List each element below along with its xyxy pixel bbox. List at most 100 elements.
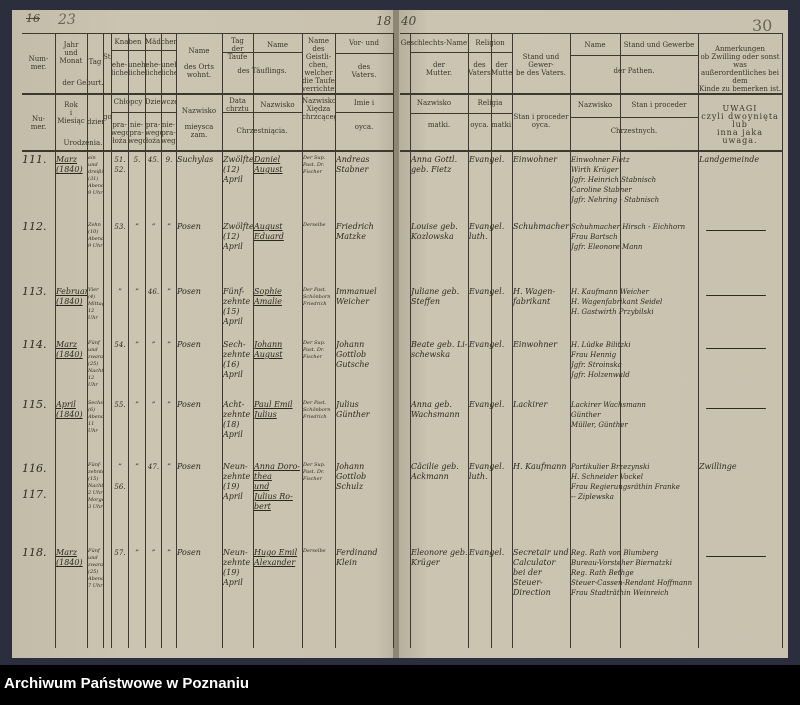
row-2-godparents: H. Kaufmann Weicher H. Wagenfabrikant Se… bbox=[571, 288, 663, 316]
remark-dash bbox=[706, 348, 766, 349]
row-4-bapt: Acht- zehnte (18) April bbox=[223, 400, 251, 439]
row-6-nr: 118. bbox=[22, 548, 47, 558]
column-rule bbox=[570, 33, 571, 648]
register-page-right bbox=[397, 10, 788, 658]
row-0-b1: 51. 52. bbox=[114, 156, 126, 174]
header-pl-father_top: Imie i bbox=[353, 99, 375, 107]
header-pl-girls: Dziewczęta bbox=[145, 98, 176, 106]
row-2-father: Immanuel Weicher bbox=[336, 287, 377, 306]
archive-footer: Archiwum Państwowe w Poznaniu bbox=[0, 665, 800, 705]
row-4-place: Posen bbox=[177, 400, 201, 409]
header-de-place: Name des Orts wohnt. bbox=[184, 47, 214, 79]
header-de-hour: Stunde bbox=[103, 53, 111, 61]
subheader-rule bbox=[222, 112, 302, 113]
row-5-remarks: Zwillinge bbox=[699, 462, 737, 471]
row-5-mother: Cäcilie geb. Ackmann bbox=[411, 462, 459, 481]
header-pl-child: Chrzestniącia. bbox=[236, 127, 288, 135]
row-1-mother: Louise geb. Kozlowska bbox=[411, 222, 458, 241]
header-pl-gp_status: Stan i proceder bbox=[631, 101, 687, 109]
row-1-religion: Evangel. luth. bbox=[469, 222, 505, 241]
row-4-g1: ” bbox=[151, 401, 156, 409]
row-3-godparents: H. Lüdke Bilitzki Frau Hennig Jgfr. Stro… bbox=[571, 341, 631, 379]
row-2-occupation: H. Wagen- fabrikant bbox=[513, 287, 556, 306]
row-2-b2: ” bbox=[135, 288, 139, 296]
subheader-rule bbox=[335, 112, 393, 113]
row-4-clergy: Der Past. Schönborn Friedrich bbox=[303, 400, 331, 420]
header-pl-father: oyca. bbox=[354, 123, 374, 131]
row-6-clergy: Derselbe bbox=[303, 548, 326, 554]
row-4-nr: 115. bbox=[22, 400, 47, 410]
header-de-godparents: der Pathen. bbox=[613, 67, 655, 75]
header-pl-occupation: Stan i proceder oyca. bbox=[513, 113, 569, 129]
column-rule bbox=[145, 33, 146, 648]
header-de-father: des Vaters. bbox=[351, 63, 377, 79]
row-1-day: Zehn (10) Abends 9 Uhr bbox=[88, 222, 103, 249]
row-4-day: Sechs (6) Abends 11 Uhr bbox=[88, 400, 103, 434]
row-5-place: Posen bbox=[177, 462, 201, 471]
header-de-legit: ehe- liche bbox=[111, 61, 128, 77]
row-4-occupation: Lackirer bbox=[513, 400, 548, 409]
header-de-illegit: unehe- liche bbox=[161, 61, 176, 77]
row-4-b1: 55. bbox=[114, 401, 126, 409]
header-de-father_top: Vor- und bbox=[348, 39, 380, 47]
header-de-gp_status: Stand und Gewerbe bbox=[623, 41, 695, 49]
row-5-godparents: Partikulier Brzezynski H. Schneider Vock… bbox=[571, 463, 680, 501]
column-rule bbox=[55, 33, 56, 648]
header-pl-legit: pra- wego łoża bbox=[111, 121, 128, 145]
column-rule bbox=[410, 33, 411, 648]
row-5-g1: 47. bbox=[147, 463, 160, 471]
row-0-month: Marz (1840) bbox=[56, 155, 83, 174]
row-1-g1: ” bbox=[151, 223, 156, 231]
column-rule bbox=[393, 33, 394, 648]
header-pl-religion: Religia bbox=[477, 99, 503, 107]
row-0-father: Andreas Stabner bbox=[336, 155, 370, 174]
row-1-nr: 112. bbox=[22, 222, 47, 232]
row-3-child: Johann August bbox=[254, 340, 283, 359]
subheader-rule bbox=[111, 50, 176, 51]
header-pl-gp_name: Nazwisko bbox=[577, 101, 613, 109]
row-5-child: Anna Doro- thea und Julius Ro- bert bbox=[254, 462, 300, 511]
row-3-b1: 54. bbox=[114, 341, 126, 349]
row-2-place: Posen bbox=[177, 287, 201, 296]
row-3-b2: ” bbox=[135, 341, 139, 349]
row-2-g1: 46. bbox=[147, 288, 160, 296]
row-0-g2: 9. bbox=[165, 156, 173, 164]
header-pl-mother_top: Nazwisko bbox=[416, 99, 452, 107]
row-5-g2: ” bbox=[167, 463, 171, 471]
row-1-b1: 53. bbox=[114, 223, 126, 231]
row-5-b2: ” bbox=[135, 463, 139, 471]
header-middle-rule bbox=[22, 93, 393, 95]
row-2-b1: ” bbox=[118, 288, 122, 296]
row-0-godparents: Einwohner Fietz Wirth Krüger Jgfr. Heinr… bbox=[571, 156, 660, 204]
subheader-rule bbox=[111, 112, 176, 113]
row-5-clergy: Der Sup. Past. Dr. Fischer bbox=[303, 462, 326, 482]
column-rule bbox=[103, 33, 104, 648]
header-de-clergy: Name des Geistli- chen, welcher die Tauf… bbox=[302, 37, 335, 93]
header-de-birth_ym: Jahr und Monat bbox=[59, 41, 83, 65]
row-0-place: Suchylas bbox=[177, 155, 214, 164]
row-3-day: Fünf und zwanzig (25) Nachts 12 Uhr bbox=[88, 340, 103, 388]
subheader-rule bbox=[410, 52, 512, 53]
row-6-g2: ” bbox=[167, 549, 171, 557]
header-de-gp_name: Name bbox=[584, 41, 606, 49]
row-1-g2: ” bbox=[167, 223, 171, 231]
row-0-clergy: Der Sup. Past. Dr. Fischer bbox=[303, 155, 326, 175]
header-middle-rule bbox=[400, 93, 782, 95]
row-6-child: Hugo Emil Alexander bbox=[254, 548, 298, 567]
row-6-godparents: Reg. Rath von Blumberg Bureau-Vorsteher … bbox=[571, 549, 693, 597]
row-1-child: August Eduard bbox=[254, 222, 284, 241]
year-mark-right: 40 bbox=[401, 14, 417, 28]
header-de-religion: Religion bbox=[475, 39, 505, 47]
header-bottom-rule bbox=[22, 150, 393, 152]
row-0-remarks: Landgemeinde bbox=[699, 155, 760, 164]
row-6-religion: Evangel. bbox=[469, 548, 505, 557]
row-6-bapt: Neun- zehnte (19) April bbox=[223, 548, 251, 587]
column-rule bbox=[335, 33, 336, 648]
column-rule bbox=[698, 33, 699, 648]
column-rule bbox=[222, 33, 223, 648]
header-bottom-rule bbox=[400, 150, 782, 152]
row-4-b2: ” bbox=[135, 401, 139, 409]
year-mark-left: 18 bbox=[376, 14, 392, 28]
row-2-religion: Evangel. bbox=[469, 287, 505, 296]
row-2-bapt: Fünf- zehnte (15) April bbox=[223, 287, 251, 326]
